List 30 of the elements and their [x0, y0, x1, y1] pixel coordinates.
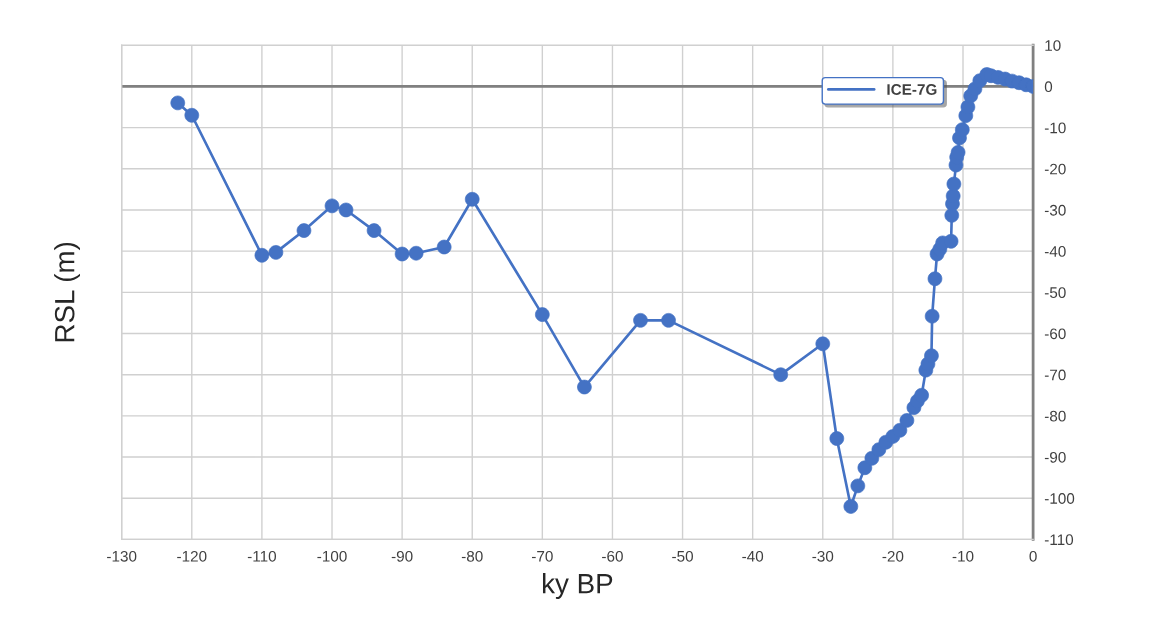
y-tick-label: -60	[1044, 328, 1066, 340]
x-tick-label: -110	[247, 550, 277, 562]
legend-label: ICE-7G	[887, 84, 937, 95]
y-tick-label: -40	[1044, 246, 1066, 257]
y-tick-label: -30	[1044, 204, 1066, 216]
y-tick-label: -70	[1044, 369, 1066, 381]
x-tick-label: -20	[882, 550, 904, 562]
x-tick-label: -10	[952, 550, 974, 562]
x-tick-label: -40	[742, 550, 764, 562]
y-tick-label: -50	[1044, 287, 1066, 299]
y-axis-title: RSL (m)	[54, 242, 80, 342]
y-tick-label: 10	[1045, 40, 1061, 51]
x-tick-label: -30	[812, 550, 834, 562]
x-tick-label: -80	[461, 550, 483, 562]
y-tick-label: -110	[1044, 534, 1074, 546]
y-tick-label: -20	[1044, 163, 1066, 175]
x-axis-title: ky BP	[542, 573, 613, 599]
x-tick-label: -130	[107, 550, 137, 562]
x-tick-label: 0	[1029, 550, 1037, 562]
y-tick-label: 0	[1044, 81, 1053, 93]
x-tick-label: -50	[672, 550, 693, 562]
y-tick-label: -10	[1044, 122, 1066, 134]
x-tick-label: -90	[391, 550, 413, 562]
x-tick-label: -70	[531, 550, 553, 562]
x-tick-label: -100	[317, 550, 347, 562]
y-tick-label: -100	[1044, 493, 1075, 504]
x-tick-label: -60	[602, 550, 623, 562]
y-tick-label: -80	[1044, 410, 1066, 422]
y-tick-label: -90	[1044, 451, 1066, 463]
x-tick-label: -120	[177, 550, 207, 562]
